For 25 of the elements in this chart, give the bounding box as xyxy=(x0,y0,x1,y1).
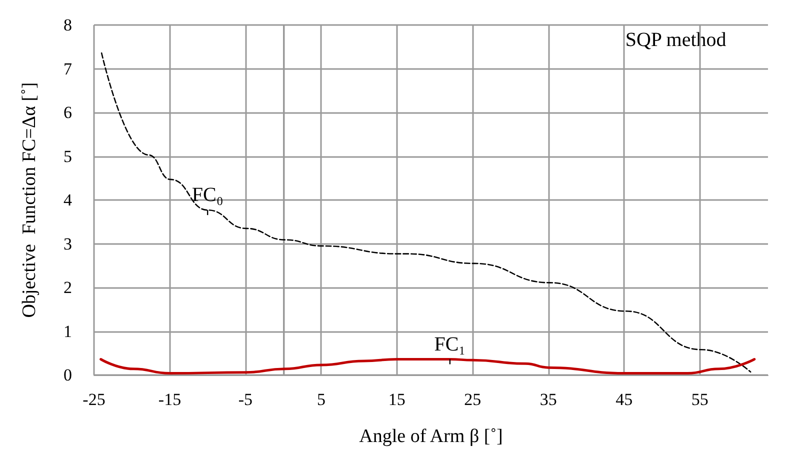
y-tick-label: 5 xyxy=(64,146,72,166)
x-tick-label: 45 xyxy=(616,390,633,409)
x-tick-label: 55 xyxy=(691,390,708,409)
series-label: FC₁ xyxy=(434,333,466,356)
y-tick-label: 3 xyxy=(64,234,72,254)
x-tick-label: 5 xyxy=(316,390,326,409)
series-label: FC₀ xyxy=(192,184,224,206)
x-tick-label: -5 xyxy=(238,390,253,409)
y-tick-label: 0 xyxy=(64,366,72,384)
x-tick-label: 35 xyxy=(540,390,557,409)
x-tick-label: -25 xyxy=(82,390,106,409)
line-series xyxy=(100,358,756,374)
annotation: SQP method xyxy=(625,29,726,51)
y-tick-label: 4 xyxy=(64,190,72,210)
y-tick-label: 8 xyxy=(64,16,72,34)
y-tick-label: 1 xyxy=(64,322,72,341)
y-axis-title: Objective Function FC=Δα [˚] xyxy=(19,82,40,318)
x-axis-title: Angle of Arm β [˚] xyxy=(359,426,503,447)
x-tick-label: 25 xyxy=(464,390,482,409)
y-tick-label: 2 xyxy=(64,278,72,297)
x-tick-label: -15 xyxy=(158,390,182,409)
y-tick-label: 6 xyxy=(64,103,72,122)
y-tick-label: 7 xyxy=(64,59,72,78)
line-series xyxy=(100,52,752,373)
x-tick-label: 15 xyxy=(388,390,406,409)
